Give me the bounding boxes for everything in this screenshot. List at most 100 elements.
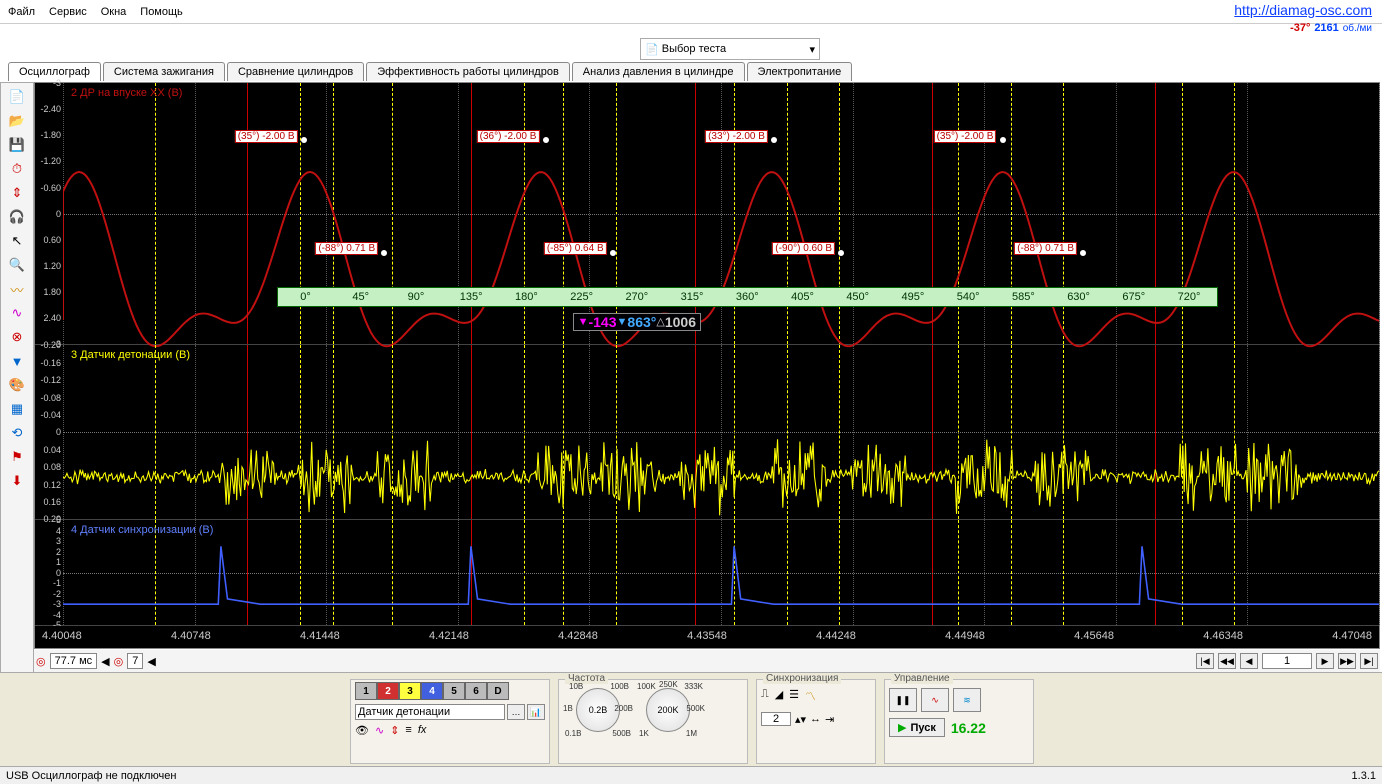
vrange-icon[interactable]: ⇕	[7, 183, 27, 203]
sidebar: 📄 📂 💾 ⏱ ⇕ 🎧 ↖ 🔍 〰 ∿ ⊗ ▼ 🎨 ▦ ⟲ ⚑ ⬇	[0, 82, 34, 674]
sync-spinner[interactable]: ▴▾	[795, 713, 806, 726]
cursor-a: -143	[588, 314, 616, 330]
eye-icon[interactable]: 👁	[355, 724, 369, 737]
channel-btn-2[interactable]: 2	[377, 682, 399, 700]
status-bar: USB Осциллограф не подключен 1.3.1	[0, 766, 1382, 784]
xaxis: 4.400484.407484.414484.421484.428484.435…	[35, 626, 1379, 648]
plot-area: -3-2.40-1.80-1.20-0.6000.601.201.802.403…	[34, 82, 1380, 649]
flag-icon[interactable]: ⚑	[7, 447, 27, 467]
tab-power[interactable]: Электропитание	[747, 62, 853, 81]
filter-icon[interactable]: ▼	[7, 351, 27, 371]
open-icon[interactable]: 📂	[7, 111, 27, 131]
sync-legend: Синхронизация	[763, 673, 841, 684]
dlab-100k: 100K	[637, 682, 656, 691]
channel-btn-5[interactable]: 5	[443, 682, 465, 700]
bottom-panel: 123456D … 📊 👁 ∿ ⇕ ≡ fx Частота 0.2B 10B …	[0, 672, 1382, 766]
save-icon[interactable]: 💾	[7, 135, 27, 155]
gauge-icon[interactable]: ⊗	[7, 327, 27, 347]
nav-row: ◎ 77.7 мс ◀ ◎ 7 ◀ |◀ ◀◀ ◀ 1 ▶ ▶▶ ▶|	[34, 650, 1380, 672]
status-msg: USB Осциллограф не подключен	[6, 770, 176, 782]
lines-icon[interactable]: ≡	[405, 724, 411, 737]
nav-next[interactable]: ▶	[1316, 653, 1334, 669]
menu-windows[interactable]: Окна	[101, 6, 127, 18]
dlab-01b: 0.1B	[565, 729, 581, 738]
pin-icon[interactable]: ⬇	[7, 471, 27, 491]
nav-prev[interactable]: ◀	[1240, 653, 1258, 669]
channel-btn-3[interactable]: 3	[399, 682, 421, 700]
readout-rpm: 2161	[1314, 22, 1338, 34]
top-url[interactable]: http://diamag-osc.com	[1234, 2, 1372, 18]
channel-btn-4[interactable]: 4	[421, 682, 443, 700]
headset-icon[interactable]: 🎧	[7, 207, 27, 227]
sync-arrows-icon[interactable]: ↔	[810, 713, 821, 725]
scroll-left2-icon[interactable]: ◀	[147, 655, 155, 668]
sync-level[interactable]	[761, 712, 791, 726]
tab-cylinder-efficiency[interactable]: Эффективность работы цилиндров	[366, 62, 570, 81]
record-button[interactable]: ∿	[921, 688, 949, 712]
target-icon[interactable]: ◎	[36, 655, 46, 668]
cursor-b: 863°	[627, 314, 656, 330]
vresize-icon[interactable]: ⇕	[390, 724, 399, 737]
new-icon[interactable]: 📄	[7, 87, 27, 107]
grid-icon[interactable]: ▦	[7, 399, 27, 419]
sync-slope-icon[interactable]: ◢	[775, 688, 783, 704]
rate-dial[interactable]: 200K 100K 250K 333K 500K 1K 1M	[633, 682, 703, 738]
run-label: Пуск	[910, 722, 935, 734]
menu-help[interactable]: Помощь	[140, 6, 183, 18]
channel-btn-D[interactable]: D	[487, 682, 509, 700]
nav-last[interactable]: ▶|	[1360, 653, 1378, 669]
tab-pressure[interactable]: Анализ давления в цилиндре	[572, 62, 745, 81]
wave-mode-icon[interactable]: ∿	[375, 724, 384, 737]
multi-button[interactable]: ≋	[953, 688, 981, 712]
pane-sync: 543210-1-2-3-4-5 4 Датчик синхронизации …	[35, 520, 1379, 626]
angle-ruler: 0°45°90°135°180°225°270°315°360°405°450°…	[277, 287, 1218, 307]
channel-browse[interactable]: …	[507, 704, 525, 720]
dlab-250k: 250K	[659, 680, 678, 689]
readout-unit: об./ми	[1343, 23, 1372, 34]
readout-angle: -37°	[1290, 22, 1310, 34]
rainbow-icon[interactable]: 🎨	[7, 375, 27, 395]
dlab-100b: 100B	[610, 682, 629, 691]
sync-align-icon[interactable]: ⇥	[825, 713, 834, 726]
dlab-200b: 200B	[614, 704, 633, 713]
pointer-icon[interactable]: ↖	[7, 231, 27, 251]
channel-btn-1[interactable]: 1	[355, 682, 377, 700]
nav-ffw[interactable]: ▶▶	[1338, 653, 1356, 669]
channel-btn-6[interactable]: 6	[465, 682, 487, 700]
wave2-icon[interactable]: ∿	[7, 303, 27, 323]
pause-button[interactable]: ❚❚	[889, 688, 917, 712]
channel-name-input[interactable]	[355, 704, 505, 720]
menu-service[interactable]: Сервис	[49, 6, 87, 18]
auto-icon[interactable]: ⏱	[7, 159, 27, 179]
wave1-icon[interactable]: 〰	[7, 279, 27, 299]
control-legend: Управление	[891, 673, 953, 684]
fx-icon[interactable]: fx	[418, 724, 427, 737]
test-select-icon: 📄	[645, 43, 659, 56]
menu-file[interactable]: Файл	[8, 6, 35, 18]
target2-icon[interactable]: ◎	[114, 655, 124, 668]
nav-rew[interactable]: ◀◀	[1218, 653, 1236, 669]
pane-knock: -0.20-0.16-0.12-0.08-0.0400.040.080.120.…	[35, 345, 1379, 520]
tab-cylinder-compare[interactable]: Сравнение цилиндров	[227, 62, 364, 81]
sync-wave-icon[interactable]: 〽	[805, 688, 816, 704]
dlab-10b: 10B	[569, 682, 583, 691]
channel-panel: 123456D … 📊 👁 ∿ ⇕ ≡ fx	[350, 679, 550, 764]
channel-scope-icon[interactable]: 📊	[527, 704, 545, 720]
test-select[interactable]: 📄 Выбор теста ▾	[640, 38, 820, 60]
run-value: 16.22	[951, 720, 986, 736]
sync-edge-icon[interactable]: ⎍	[761, 688, 769, 704]
freq-panel: Частота 0.2B 10B 100B 1B 200B 0.1B 500B …	[558, 679, 748, 764]
scroll-left-icon[interactable]: ◀	[101, 655, 109, 668]
tab-ignition[interactable]: Система зажигания	[103, 62, 225, 81]
zoom-icon[interactable]: 🔍	[7, 255, 27, 275]
yaxis-2: -0.20-0.16-0.12-0.08-0.0400.040.080.120.…	[35, 345, 63, 519]
time-box: 77.7 мс	[50, 653, 98, 669]
cursor-delta: 1006	[665, 314, 696, 330]
nav-first[interactable]: |◀	[1196, 653, 1214, 669]
yaxis-3: 543210-1-2-3-4-5	[35, 520, 63, 625]
dlab-500k: 500K	[686, 704, 705, 713]
run-button[interactable]: ▶Пуск	[889, 718, 945, 737]
auto2-icon[interactable]: ⟲	[7, 423, 27, 443]
sync-list-icon[interactable]: ☰	[789, 688, 799, 704]
voltage-dial[interactable]: 0.2B 10B 100B 1B 200B 0.1B 500B	[563, 682, 633, 738]
